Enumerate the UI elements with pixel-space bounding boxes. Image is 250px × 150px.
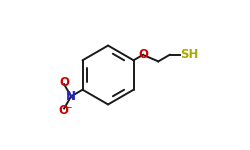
Text: O: O bbox=[139, 48, 149, 60]
Text: N: N bbox=[66, 90, 76, 103]
Text: O: O bbox=[58, 104, 68, 117]
Text: −: − bbox=[64, 103, 72, 113]
Text: O: O bbox=[59, 76, 69, 88]
Text: SH: SH bbox=[180, 48, 199, 61]
